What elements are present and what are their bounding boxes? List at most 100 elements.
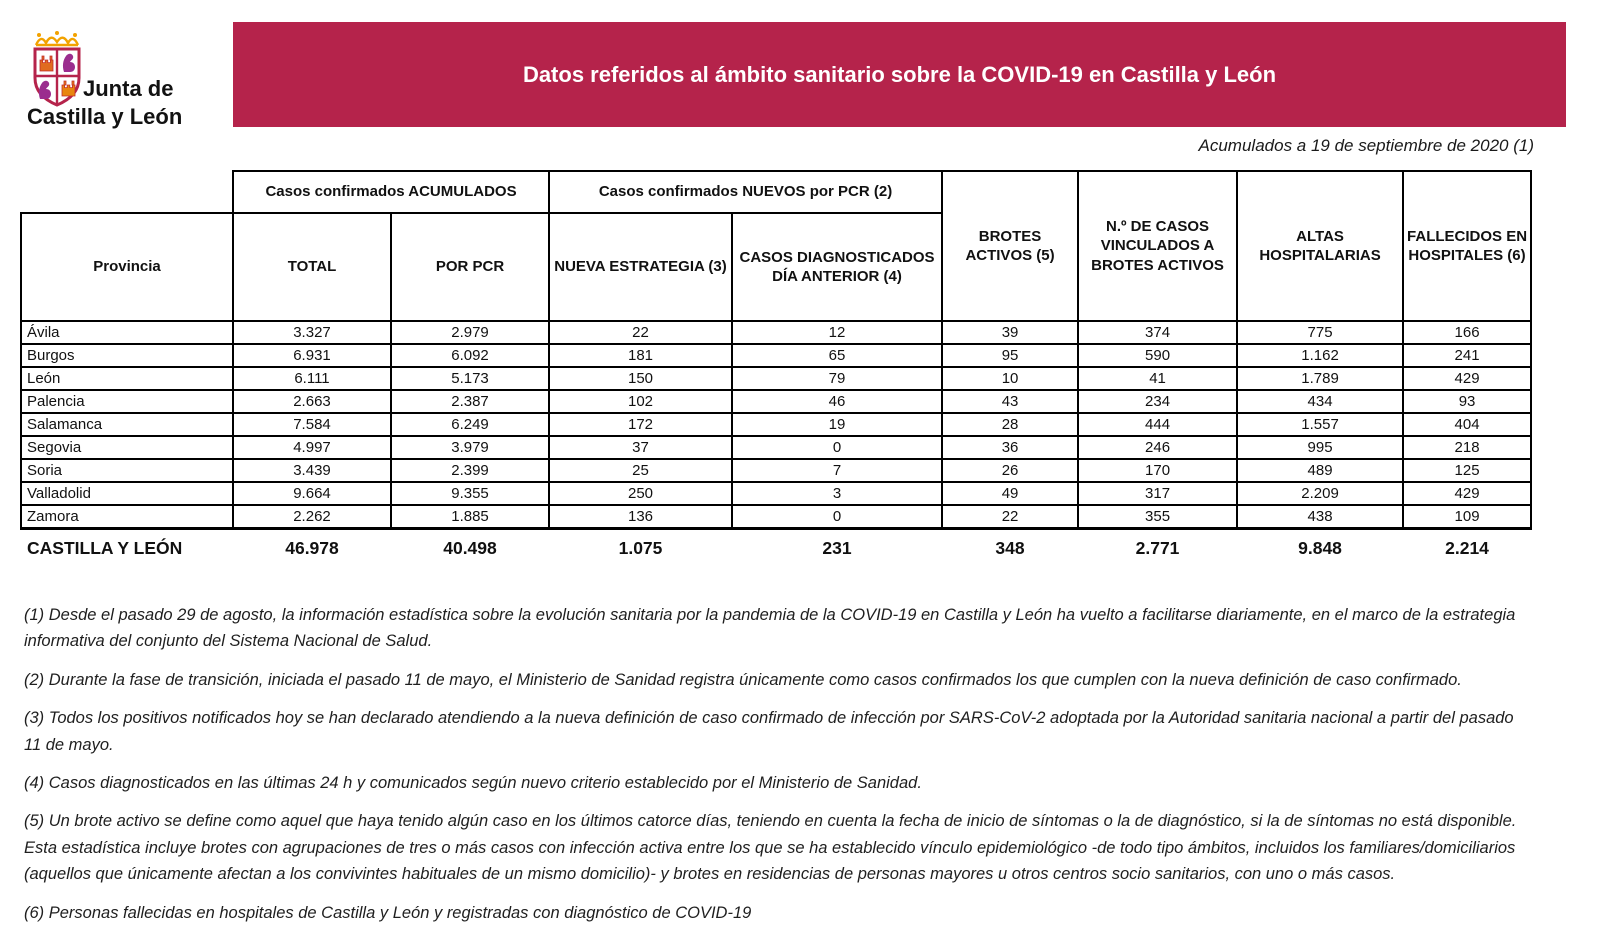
table-corner-empty [21, 171, 233, 213]
value-cell: 125 [1402, 458, 1533, 483]
value-cell: 4.997 [232, 435, 392, 460]
province-cell: Soria [20, 458, 234, 483]
footnote-1: (1) Desde el pasado 29 de agosto, la inf… [24, 606, 1516, 651]
logo-text-line2: Castilla y León [27, 104, 183, 129]
totals-value: 2.214 [1445, 538, 1489, 559]
col-header-brotes-activos: BROTES ACTIVOS (5) [941, 170, 1080, 322]
value-cell: 0 [731, 504, 944, 530]
value-cell: 2.209 [1236, 481, 1405, 506]
totals-value: 9.848 [1298, 538, 1342, 559]
logo-text-line1: Junta de [83, 76, 174, 101]
value-cell: 429 [1402, 366, 1533, 391]
value-cell: 22 [941, 504, 1080, 530]
value-cell: 109 [1402, 504, 1533, 530]
col-header-fallecidos: FALLECIDOS EN HOSPITALES (6) [1402, 170, 1533, 322]
province-cell: Segovia [20, 435, 234, 460]
accumulated-date-note: Acumulados a 19 de septiembre de 2020 (1… [1198, 136, 1534, 155]
value-cell: 3.327 [232, 320, 392, 345]
value-cell: 22 [548, 320, 734, 345]
totals-value: 348 [995, 538, 1025, 559]
value-cell: 49 [941, 481, 1080, 506]
value-cell: 39 [941, 320, 1080, 345]
table-row-salamanca: Salamanca 7.584 6.249 172 19 28 444 1.55… [20, 412, 1533, 437]
table-row-avila: Ávila 3.327 2.979 22 12 39 374 775 166 [20, 320, 1533, 345]
value-cell: 6.092 [389, 343, 551, 368]
value-cell: 438 [1236, 504, 1405, 530]
value-cell: 775 [1236, 320, 1405, 345]
value-cell: 218 [1402, 435, 1533, 460]
totals-value: 40.498 [443, 538, 497, 559]
col-header-altas: ALTAS HOSPITALARIAS [1236, 170, 1405, 322]
group-header-accumulated: Casos confirmados ACUMULADOS [231, 170, 551, 214]
value-cell: 3.439 [232, 458, 392, 483]
value-cell: 9.355 [389, 481, 551, 506]
col-header-casos-diagnosticados: CASOS DIAGNOSTICADOS DÍA ANTERIOR (4) [731, 212, 944, 322]
footnotes-section: (1) Desde el pasado 29 de agosto, la inf… [24, 602, 1529, 938]
value-cell: 37 [548, 435, 734, 460]
crown-icon [34, 31, 80, 47]
covid-data-table: Casos confirmados ACUMULADOS Casos confi… [20, 170, 1533, 568]
value-cell: 246 [1077, 435, 1239, 460]
value-cell: 0 [731, 435, 944, 460]
value-cell: 234 [1077, 389, 1239, 414]
group-header-new-pcr: Casos confirmados NUEVOS por PCR (2) [548, 170, 944, 214]
value-cell: 2.663 [232, 389, 392, 414]
value-cell: 995 [1236, 435, 1405, 460]
coat-of-arms-icon [33, 31, 81, 107]
table-row-soria: Soria 3.439 2.399 25 7 26 170 489 125 [20, 458, 1533, 483]
value-cell: 1.789 [1236, 366, 1405, 391]
value-cell: 95 [941, 343, 1080, 368]
value-cell: 7.584 [232, 412, 392, 437]
value-cell: 12 [731, 320, 944, 345]
value-cell: 2.979 [389, 320, 551, 345]
province-cell: Valladolid [20, 481, 234, 506]
table-row-leon: León 6.111 5.173 150 79 10 41 1.789 429 [20, 366, 1533, 391]
value-cell: 404 [1402, 412, 1533, 437]
value-cell: 241 [1402, 343, 1533, 368]
value-cell: 1.557 [1236, 412, 1405, 437]
value-cell: 444 [1077, 412, 1239, 437]
value-cell: 489 [1236, 458, 1405, 483]
page-title: Datos referidos al ámbito sanitario sobr… [522, 61, 1277, 87]
col-header-por-pcr: POR PCR [389, 212, 551, 322]
totals-value: 231 [822, 538, 852, 559]
province-cell: Burgos [20, 343, 234, 368]
value-cell: 317 [1077, 481, 1239, 506]
value-cell: 166 [1402, 320, 1533, 345]
value-cell: 26 [941, 458, 1080, 483]
footnote-4: (4) Casos diagnosticados en las últimas … [24, 773, 922, 792]
value-cell: 355 [1077, 504, 1239, 530]
province-cell: Salamanca [20, 412, 234, 437]
value-cell: 79 [731, 366, 944, 391]
totals-value: 46.978 [285, 538, 339, 559]
value-cell: 28 [941, 412, 1080, 437]
value-cell: 2.262 [232, 504, 392, 530]
value-cell: 41 [1077, 366, 1239, 391]
value-cell: 6.931 [232, 343, 392, 368]
value-cell: 102 [548, 389, 734, 414]
value-cell: 3.979 [389, 435, 551, 460]
value-cell: 7 [731, 458, 944, 483]
value-cell: 136 [548, 504, 734, 530]
value-cell: 374 [1077, 320, 1239, 345]
value-cell: 25 [548, 458, 734, 483]
value-cell: 1.162 [1236, 343, 1405, 368]
value-cell: 172 [548, 412, 734, 437]
value-cell: 43 [941, 389, 1080, 414]
value-cell: 46 [731, 389, 944, 414]
value-cell: 150 [548, 366, 734, 391]
value-cell: 9.664 [232, 481, 392, 506]
value-cell: 2.399 [389, 458, 551, 483]
col-header-total: TOTAL [232, 212, 392, 322]
col-header-casos-vinculados: N.º DE CASOS VINCULADOS A BROTES ACTIVOS [1077, 170, 1239, 322]
totals-row: CASTILLA Y LEÓN 46.978 40.498 1.075 231 … [21, 528, 1531, 568]
value-cell: 6.249 [389, 412, 551, 437]
value-cell: 3 [731, 481, 944, 506]
col-header-provincia: Provincia [20, 212, 234, 322]
value-cell: 65 [731, 343, 944, 368]
table-row-segovia: Segovia 4.997 3.979 37 0 36 246 995 218 [20, 435, 1533, 460]
table-row-palencia: Palencia 2.663 2.387 102 46 43 234 434 9… [20, 389, 1533, 414]
value-cell: 5.173 [389, 366, 551, 391]
table-row-valladolid: Valladolid 9.664 9.355 250 3 49 317 2.20… [20, 481, 1533, 506]
value-cell: 10 [941, 366, 1080, 391]
